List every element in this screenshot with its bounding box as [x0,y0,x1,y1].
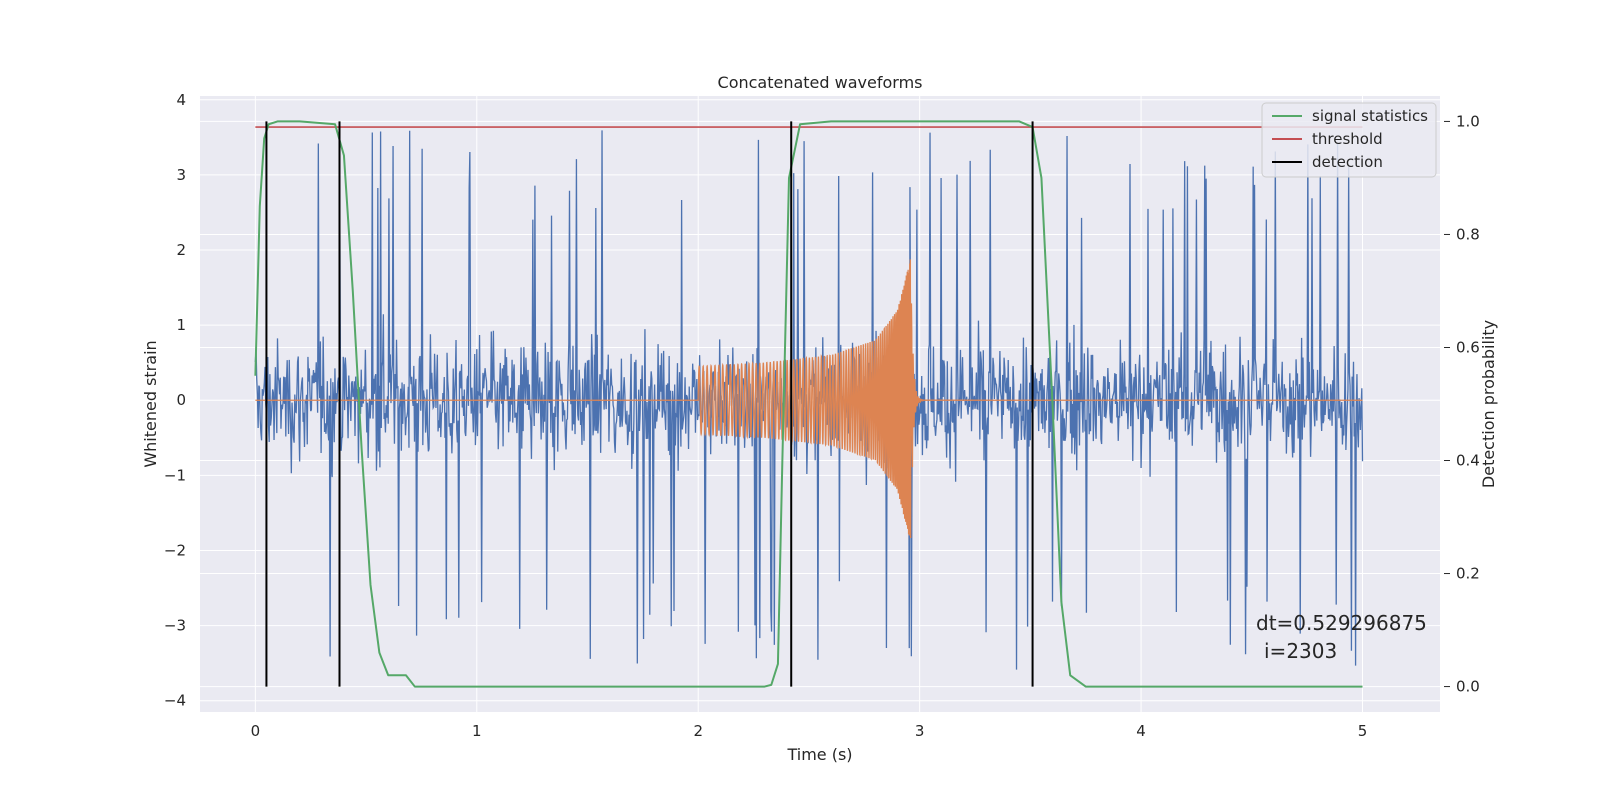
y-right-tick-label: 0.6 [1456,338,1480,356]
y-left-tick-label: 3 [176,166,186,184]
chart-title: Concatenated waveforms [718,73,923,92]
annotation-dt: dt=0.529296875 [1256,611,1427,635]
y-axis-right-label: Detection probability [1479,320,1498,488]
y-axis-left-label: Whitened strain [141,340,160,467]
y-left-tick-label: −1 [164,466,186,484]
x-tick-label: 1 [472,722,482,740]
injected-signal-line [255,259,1363,539]
y-right-tick-label: 0.2 [1456,565,1480,583]
y-left-tick-label: 1 [176,316,186,334]
y-left-tick-label: −2 [164,541,186,559]
legend-box [1261,102,1437,178]
y-left-tick-label: −4 [164,692,186,710]
annotation-index: i=2303 [1264,639,1337,663]
x-tick-label: 5 [1358,722,1368,740]
legend: signal statistics threshold detection [1261,102,1437,178]
x-axis-label: Time (s) [786,745,852,764]
signal-statistics-line [254,120,1363,688]
y-left-tick-label: 2 [176,241,186,259]
axis-ticks: 0 1 2 3 4 5 −4 −3 −2 −1 0 1 2 3 4 0.0 0.2 0.4 0.6 0.8 1.0 [164,91,1480,740]
y-left-tick-label: −3 [164,617,186,635]
x-tick-label: 2 [693,722,703,740]
legend-label-signal-statistics: signal statistics [1312,107,1428,125]
y-left-tick-label: 0 [176,391,186,409]
legend-label-threshold: threshold [1312,130,1383,148]
y-right-tick-label: 0.8 [1456,225,1480,243]
x-tick-label: 0 [251,722,261,740]
plot-area [254,120,1364,688]
x-tick-label: 4 [1136,722,1146,740]
y-right-tick-label: 0.4 [1456,452,1480,470]
y-right-tick-label: 1.0 [1456,112,1480,130]
y-left-tick-label: 4 [176,91,186,109]
x-tick-label: 3 [915,722,925,740]
legend-label-detection: detection [1312,153,1383,171]
y-right-tick-label: 0.0 [1456,678,1480,696]
